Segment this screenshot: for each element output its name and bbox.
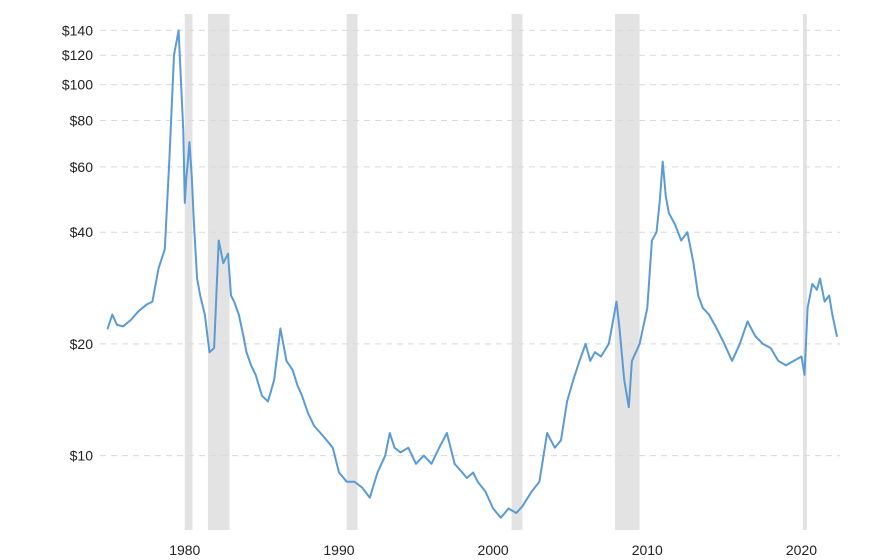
recession-bands xyxy=(184,14,807,530)
y-tick-label: $60 xyxy=(70,159,94,175)
y-tick-label: $100 xyxy=(62,77,93,93)
x-tick-label: 2010 xyxy=(632,542,663,558)
recession-band-4 xyxy=(614,14,640,530)
series-layer xyxy=(106,29,838,519)
x-tick-label: 1980 xyxy=(169,542,200,558)
x-tick-label: 2000 xyxy=(478,542,509,558)
x-tick-label: 1990 xyxy=(323,542,354,558)
recession-band-3 xyxy=(511,14,523,530)
recession-band-2 xyxy=(346,14,358,530)
series-line-0 xyxy=(106,29,838,519)
y-tick-label: $20 xyxy=(70,336,94,352)
y-tick-label: $80 xyxy=(70,113,94,129)
gridlines xyxy=(100,29,840,457)
x-axis-labels: 1980 1990 2000 2010 2020 xyxy=(169,542,817,558)
y-tick-label: $40 xyxy=(70,224,94,240)
y-tick-label: $140 xyxy=(62,22,93,38)
y-axis-labels: $10 $20 $40 $60 $80 $100 $120 $140 xyxy=(62,22,93,463)
recession-band-5 xyxy=(803,14,807,530)
recession-band-0 xyxy=(184,14,193,530)
x-tick-label: 2020 xyxy=(786,542,817,558)
y-tick-label: $10 xyxy=(70,448,94,464)
recession-band-1 xyxy=(207,14,230,530)
y-tick-label: $120 xyxy=(62,47,93,63)
